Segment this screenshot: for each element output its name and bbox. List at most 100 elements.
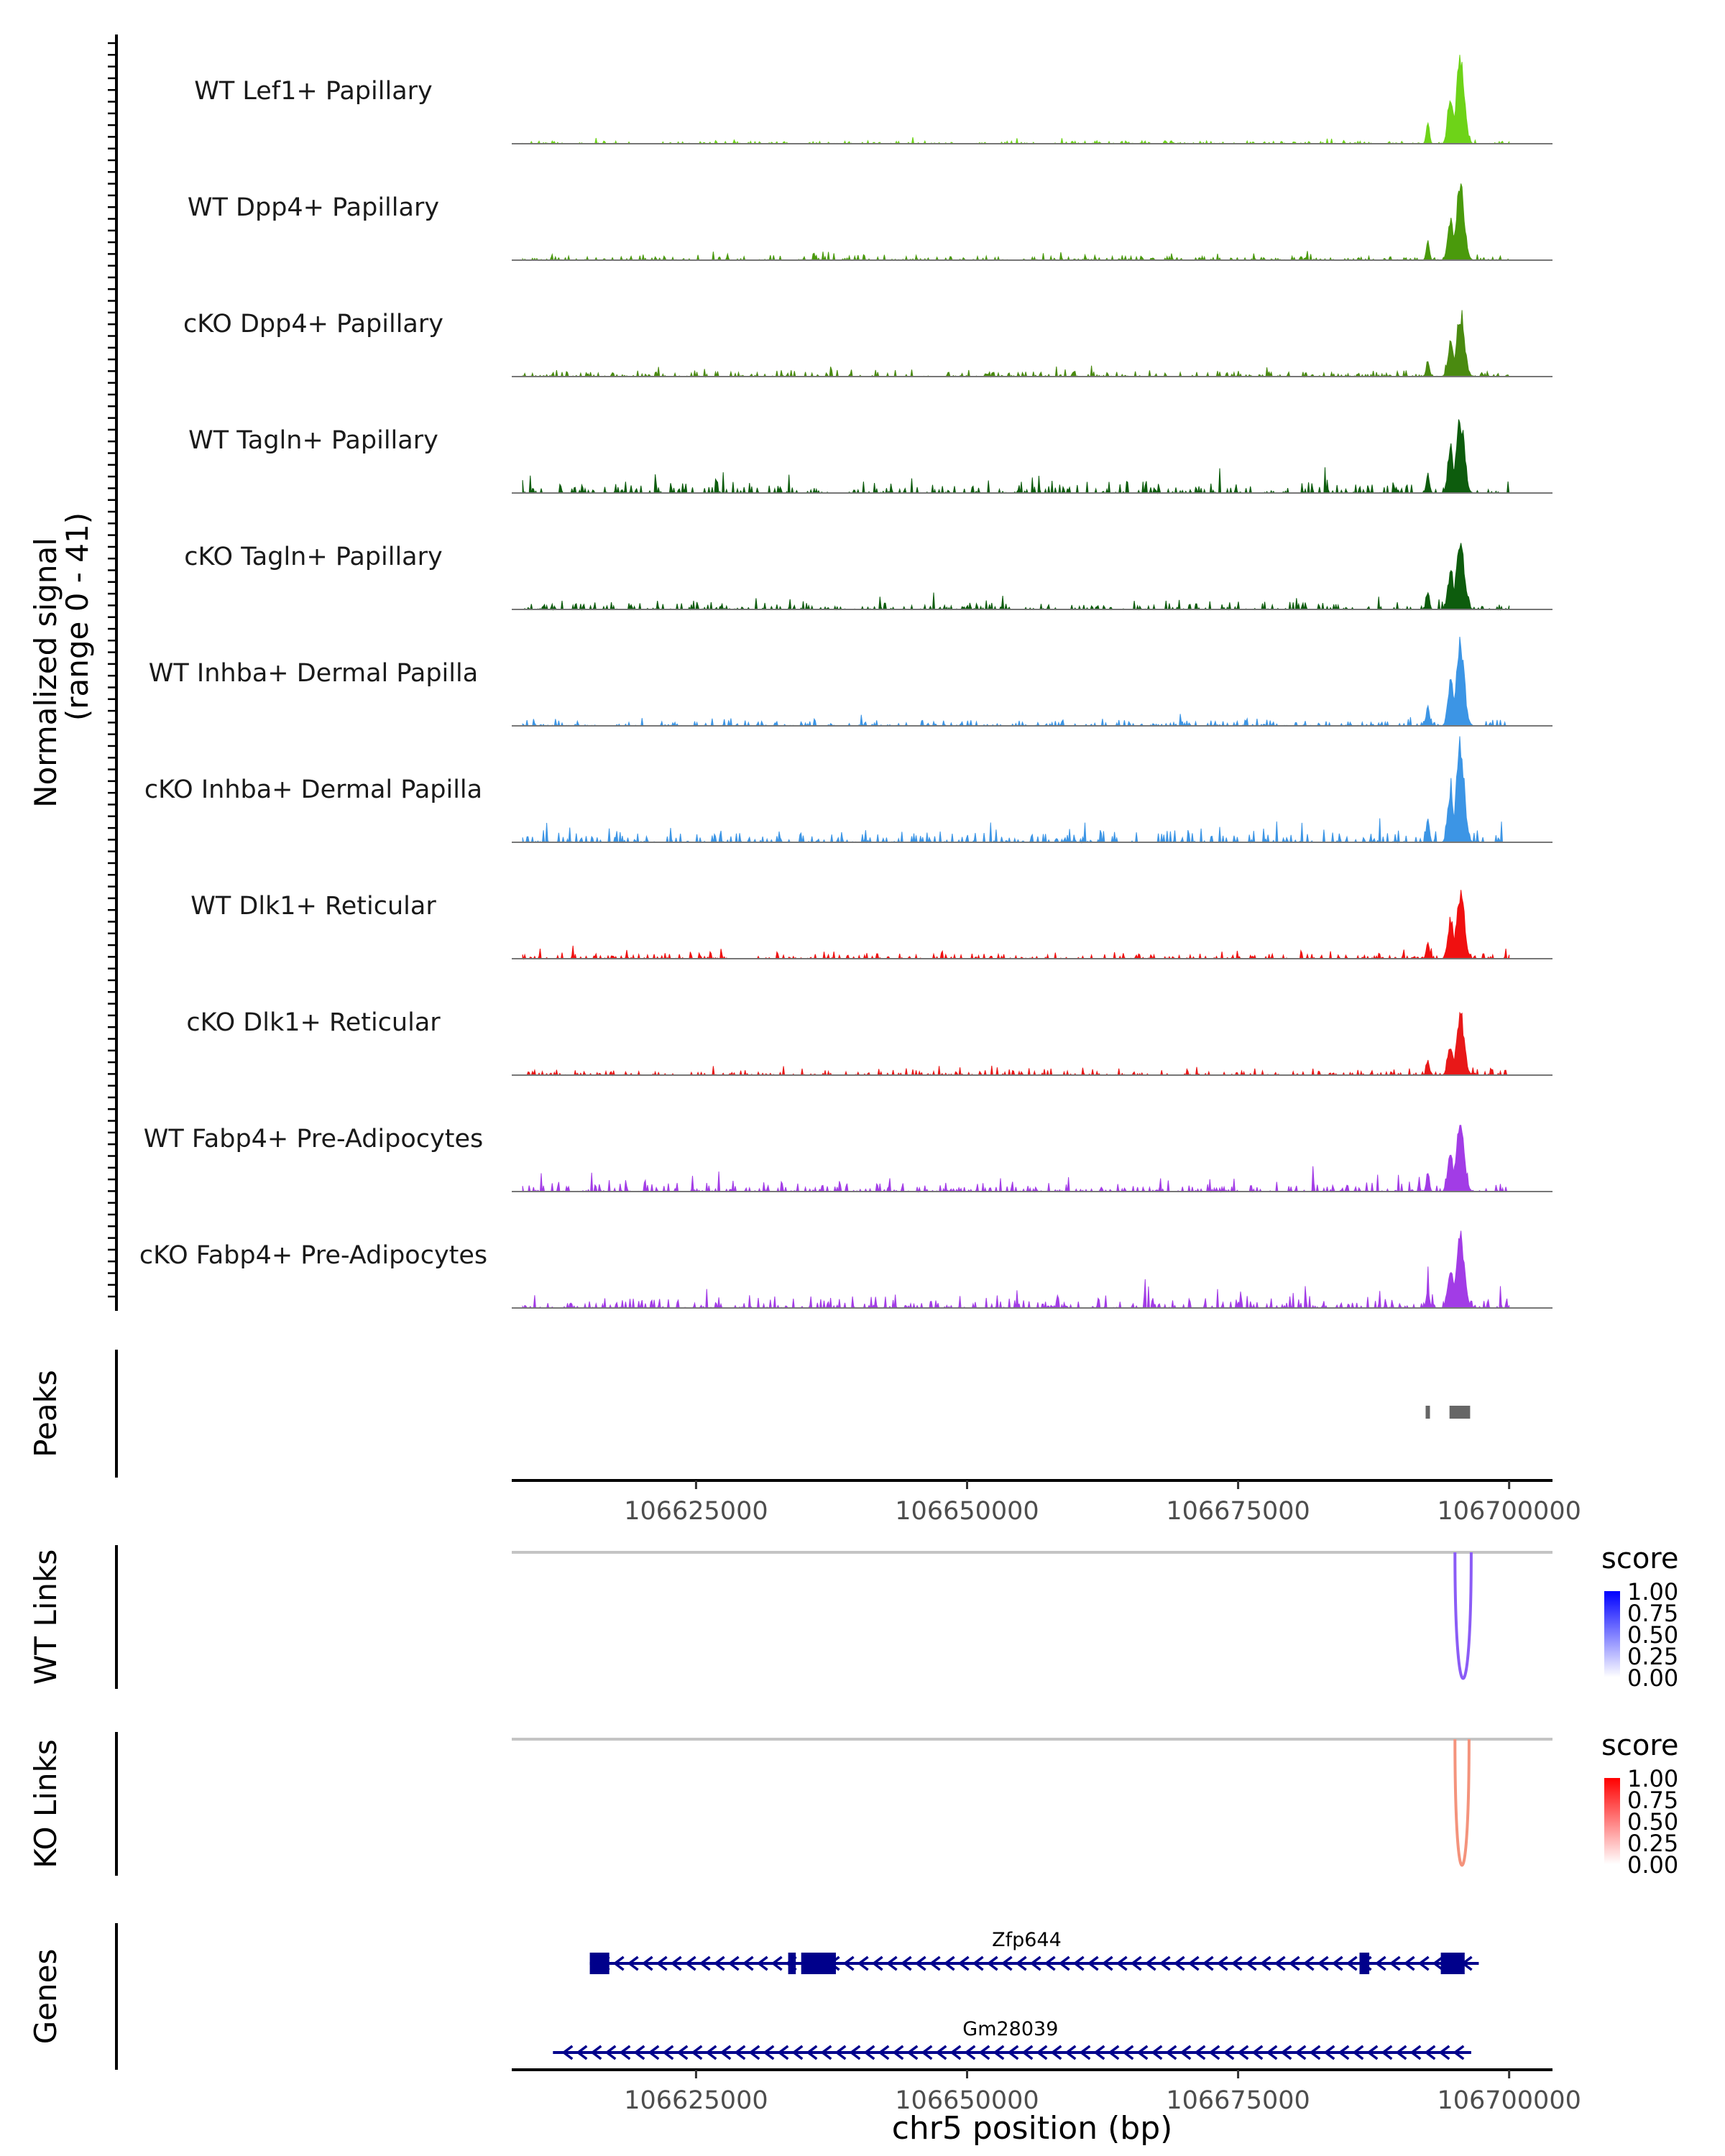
coverage-area	[522, 890, 1510, 960]
strand-chevron	[705, 2045, 717, 2060]
coverage-track: WT Dpp4+ Papillary	[188, 183, 1552, 262]
legend-tick-label: 0.50	[1627, 1621, 1678, 1649]
x-axis-label: chr5 position (bp)	[892, 2110, 1173, 2147]
strand-chevron	[1338, 2045, 1350, 2060]
strand-chevron	[1136, 2045, 1149, 2060]
links-panel: KO Links score 1.000.750.500.250.00	[28, 1729, 1678, 1879]
strand-chevron	[1389, 1955, 1401, 1971]
coverage-track: WT Inhba+ Dermal Papilla	[149, 636, 1552, 727]
legend-tick-label: 0.50	[1627, 1808, 1678, 1835]
strand-chevron	[1208, 2045, 1220, 2060]
strand-chevron	[886, 1955, 898, 1971]
strand-chevron	[777, 2045, 789, 2060]
strand-chevron	[590, 2045, 602, 2060]
legend-tick-label: 0.25	[1627, 1643, 1678, 1670]
coverage-area	[522, 310, 1510, 378]
gene-name: Gm28039	[962, 2018, 1058, 2040]
strand-chevron	[1087, 1955, 1099, 1971]
peaks-panel: Peaks 106625000 106650000 106675000 1067000…	[28, 1350, 1581, 1526]
strand-chevron	[756, 1955, 768, 1971]
strand-chevron	[1015, 1955, 1027, 1971]
strand-chevron	[719, 2045, 732, 2060]
strand-chevron	[1266, 2045, 1278, 2060]
strand-chevron	[1294, 2045, 1307, 2060]
strand-chevron	[1159, 1955, 1171, 1971]
strand-chevron	[892, 2045, 904, 2060]
legend-title: score	[1601, 1542, 1678, 1575]
coverage-track: cKO Tagln+ Papillary	[184, 543, 1552, 611]
legend-tick-label: 0.00	[1627, 1664, 1678, 1692]
strand-chevron	[1331, 1955, 1343, 1971]
strand-chevron	[871, 1955, 883, 1971]
x-tick-label: 106650000	[895, 2086, 1039, 2115]
strand-chevron	[863, 2045, 875, 2060]
strand-chevron	[1064, 2045, 1077, 2060]
strand-chevron	[906, 2045, 919, 2060]
coverage-area	[522, 183, 1510, 262]
legend-tick-label: 0.75	[1627, 1600, 1678, 1627]
track-label: WT Inhba+ Dermal Papilla	[149, 659, 478, 688]
strand-chevron	[1381, 2045, 1393, 2060]
strand-chevron	[727, 1955, 740, 1971]
strand-chevron	[1165, 2045, 1177, 2060]
legend-tick-label: 1.00	[1627, 1578, 1678, 1606]
strand-chevron	[1374, 1955, 1386, 1971]
gene-exon	[1359, 1953, 1370, 1974]
strand-chevron	[1259, 1955, 1271, 1971]
strand-chevron	[670, 1955, 682, 1971]
strand-chevron	[612, 1955, 625, 1971]
strand-chevron	[742, 1955, 754, 1971]
strand-chevron	[1072, 1955, 1085, 1971]
links-panel: WT Links score 1.000.750.500.250.00	[28, 1542, 1678, 1692]
strand-chevron	[935, 2045, 947, 2060]
strand-chevron	[648, 2045, 660, 2060]
track-label: cKO Fabp4+ Pre-Adipocytes	[139, 1241, 487, 1270]
strand-chevron	[929, 1955, 941, 1971]
strand-chevron	[1108, 2045, 1120, 2060]
strand-chevron	[1173, 1955, 1185, 1971]
strand-chevron	[770, 1955, 783, 1971]
track-label: WT Tagln+ Papillary	[188, 426, 438, 455]
strand-chevron	[1179, 2045, 1192, 2060]
strand-chevron	[1352, 2045, 1364, 2060]
strand-chevron	[972, 1955, 984, 1971]
peaks-x-ticks: 106625000 106650000 106675000 106700000	[624, 1480, 1581, 1526]
coverage-area	[522, 736, 1509, 844]
strand-chevron	[791, 2045, 804, 2060]
strand-chevron	[1223, 2045, 1235, 2060]
strand-chevron	[748, 2045, 760, 2060]
x-tick-label: 106700000	[1437, 2086, 1581, 2115]
legend-tick-label: 0.25	[1627, 1830, 1678, 1857]
track-label: WT Dlk1+ Reticular	[190, 892, 436, 921]
strand-chevron	[1417, 1955, 1430, 1971]
coverage-tracks: WT Lef1+ Papillary WT Dpp4+ Papillary cKO …	[139, 55, 1552, 1309]
strand-chevron	[1029, 1955, 1041, 1971]
strand-chevron	[1194, 2045, 1206, 2060]
strand-chevron	[1058, 1955, 1070, 1971]
strand-chevron	[1409, 2045, 1422, 2060]
coverage-area	[522, 543, 1510, 611]
strand-chevron	[734, 2045, 746, 2060]
strand-chevron	[1036, 2045, 1048, 2060]
strand-chevron	[1251, 2045, 1264, 2060]
strand-chevron	[1288, 1955, 1300, 1971]
gene-exon	[801, 1953, 836, 1974]
strand-chevron	[662, 2045, 674, 2060]
strand-chevron	[1432, 1955, 1444, 1971]
coverage-area	[522, 55, 1510, 145]
strand-chevron	[1000, 1955, 1013, 1971]
strand-chevron	[1323, 2045, 1335, 2060]
strand-chevron	[1130, 1955, 1142, 1971]
strand-chevron	[619, 2045, 631, 2060]
links-label: WT Links	[28, 1549, 63, 1685]
legend-tick-label: 1.00	[1627, 1765, 1678, 1792]
strand-chevron	[604, 2045, 617, 2060]
strand-chevron	[1424, 2045, 1436, 2060]
legend-title: score	[1601, 1729, 1678, 1762]
gene-model: Gm28039	[553, 2018, 1471, 2060]
x-tick-label: 106675000	[1166, 1497, 1310, 1526]
strand-chevron	[1366, 2045, 1379, 2060]
gene-exon	[1440, 1953, 1465, 1974]
coverage-area	[522, 1125, 1509, 1193]
strand-chevron	[1079, 2045, 1091, 2060]
